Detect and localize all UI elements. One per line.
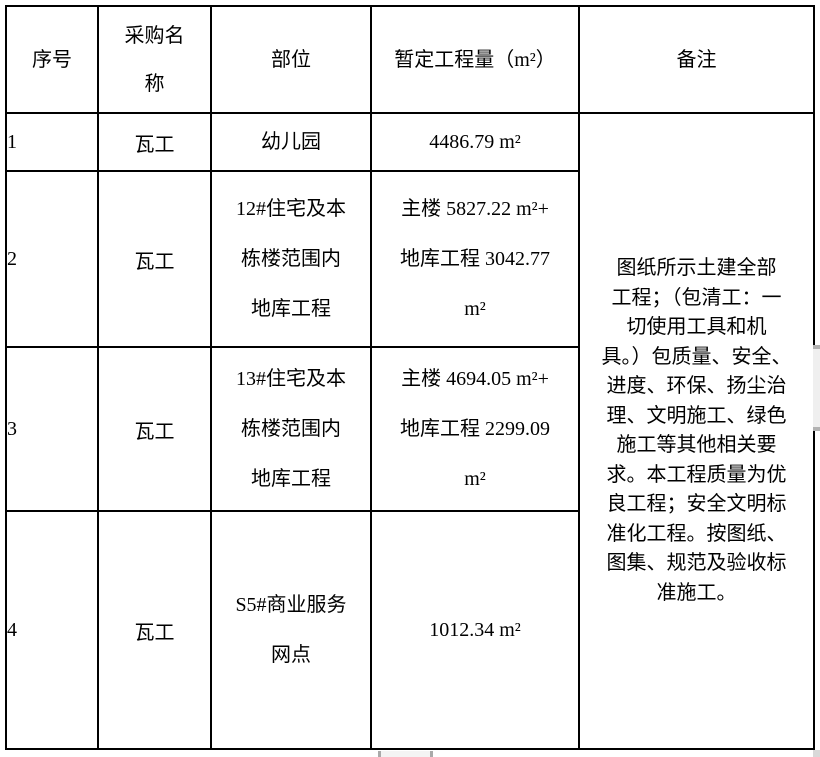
procurement-table: 序号 采购名称 部位 暂定工程量（m²） 备注 1 瓦工 幼儿 [5,5,815,750]
cell-serial-3: 3 [5,346,99,512]
col-header-part: 部位 [210,5,372,114]
table-row-2: 2 瓦工 12#住宅及本 栋楼范围内 地库工程 主楼 5827.22 m²+ 地… [5,170,814,348]
cell-quantity-4: 1012.34 m² [370,510,580,750]
cell-part-1: 幼儿园 [210,112,372,172]
hscroll-cap-left [378,751,381,757]
table-header: 序号 采购名称 部位 暂定工程量（m²） 备注 [5,5,815,114]
cell-part-2: 12#住宅及本 栋楼范围内 地库工程 [210,170,372,348]
cell-quantity-2: 主楼 5827.22 m²+ 地库工程 3042.77 m² [370,170,580,348]
cell-quantity-1: 4486.79 m² [370,112,580,172]
col-header-serial-label: 序号 [32,48,72,71]
cell-serial-4: 4 [5,510,99,750]
scrollbar-corner [813,750,820,757]
cell-name-1: 瓦工 [97,112,212,172]
cell-serial-1: 1 [5,112,99,172]
col-header-quantity: 暂定工程量（m²） [370,5,580,114]
col-header-remark: 备注 [578,5,815,114]
col-header-quantity-label: 暂定工程量（m²） [394,48,556,71]
table-row-1: 1 瓦工 幼儿园 4486.79 m² 图纸所示土建全部 工程；（包清工：一 切… [5,112,815,750]
horizontal-scrollbar-thumb[interactable] [378,751,433,757]
hscroll-cap-right [430,751,433,757]
cell-part-3: 13#住宅及本 栋楼范围内 地库工程 [210,346,372,512]
vscroll-cap-bottom [813,427,820,431]
col-header-remark-label: 备注 [676,48,717,71]
cell-name-3: 瓦工 [97,346,212,512]
vertical-scrollbar-thumb[interactable] [813,345,820,431]
table-row-3: 3 瓦工 13#住宅及本 栋楼范围内 地库工程 主楼 4694.05 m²+ 地… [5,346,814,512]
col-header-procurement-name: 采购名称 [97,5,212,114]
table-body: 1 瓦工 幼儿园 4486.79 m² 图纸所示土建全部 工程；（包清工：一 切… [5,112,815,750]
col-header-part-label: 部位 [271,48,311,71]
cell-name-4: 瓦工 [97,510,212,750]
vscroll-cap-top [813,345,820,349]
table-row-4: 4 瓦工 S5#商业服务 网点 1012.34 m² [5,510,814,750]
cell-serial-2: 2 [5,170,99,348]
cell-quantity-3: 主楼 4694.05 m²+ 地库工程 2299.09 m² [370,346,580,512]
col-header-serial: 序号 [5,5,99,114]
cell-remark-merged: 图纸所示土建全部 工程；（包清工：一 切使用工具和机 具。）包质量、安全、 进度… [578,112,815,750]
header-row: 序号 采购名称 部位 暂定工程量（m²） 备注 [5,5,815,114]
cell-name-2: 瓦工 [97,170,212,348]
cell-part-4: S5#商业服务 网点 [210,510,372,750]
col-header-procurement-name-label: 采购名称 [124,24,185,95]
